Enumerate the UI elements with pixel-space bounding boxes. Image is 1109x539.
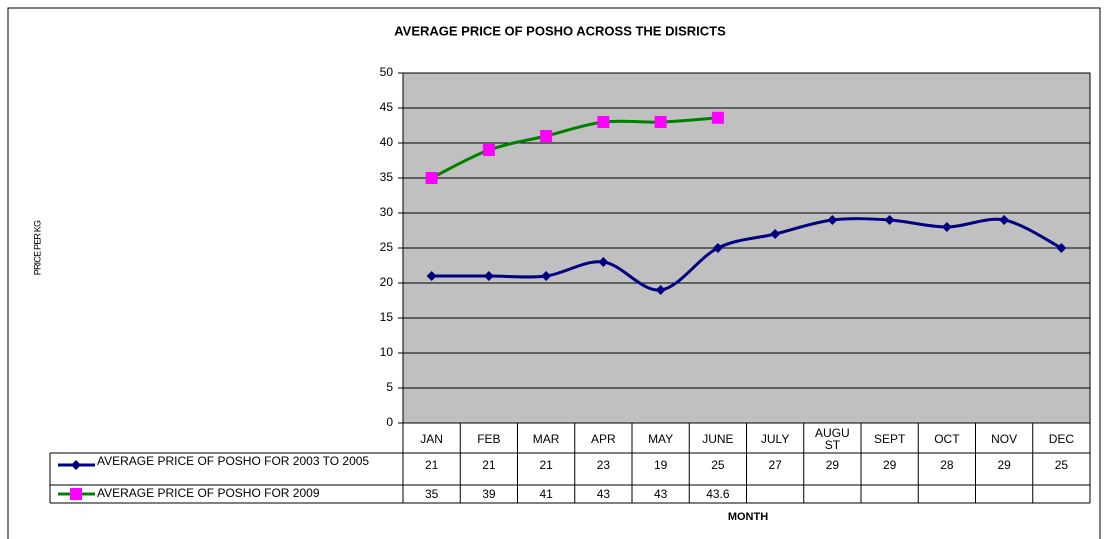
x-tick-label: SEPT xyxy=(873,431,906,446)
y-tick-label: 15 xyxy=(380,310,394,324)
x-tick-label: MAR xyxy=(532,431,560,446)
table-value: 29 xyxy=(997,458,1011,472)
y-tick-label: 20 xyxy=(380,275,394,289)
marker xyxy=(426,271,437,281)
table-value: 23 xyxy=(596,458,611,472)
x-tick-label: APR xyxy=(591,431,616,446)
x-tick-label: FEB xyxy=(477,431,501,446)
table-value: 43 xyxy=(653,487,668,501)
x-tick-label: NOV xyxy=(991,431,1018,446)
marker xyxy=(655,285,666,295)
table-value: 43.6 xyxy=(706,487,730,501)
table-value: 25 xyxy=(711,458,725,472)
table-value: 29 xyxy=(825,458,840,472)
marker xyxy=(770,229,781,239)
y-tick-label: 25 xyxy=(380,240,394,254)
table-value: 29 xyxy=(882,458,897,472)
y-tick-label: 40 xyxy=(380,135,394,149)
marker xyxy=(541,271,552,281)
marker xyxy=(598,257,609,267)
table-value: 39 xyxy=(482,487,496,501)
table-value: 21 xyxy=(482,458,496,472)
x-tick-label: JULY xyxy=(760,431,790,446)
x-axis-label: MONTH xyxy=(728,511,768,523)
y-tick-label: 45 xyxy=(380,100,394,114)
x-tick-label: JUNE xyxy=(702,431,734,446)
marker xyxy=(597,116,610,128)
table-value: 41 xyxy=(539,487,553,501)
marker xyxy=(827,215,838,225)
x-tick-label: DEC xyxy=(1048,431,1075,446)
y-tick-label: 0 xyxy=(386,415,393,429)
marker xyxy=(483,271,494,281)
marker xyxy=(941,222,952,232)
marker xyxy=(70,488,82,500)
marker xyxy=(1056,243,1067,253)
y-tick-label: 35 xyxy=(380,170,394,184)
legend-label: AVERAGE PRICE OF POSHO FOR 2009 xyxy=(97,486,320,500)
y-tick-label: 30 xyxy=(380,205,394,219)
x-tick-label: OCT xyxy=(934,431,960,446)
marker xyxy=(999,215,1010,225)
table-value: 27 xyxy=(768,458,782,472)
table-value: 25 xyxy=(1054,458,1069,472)
table-value: 21 xyxy=(424,458,439,472)
x-tick-label: MAY xyxy=(648,431,674,446)
table-value: 35 xyxy=(424,487,439,501)
marker xyxy=(654,116,667,128)
table-value: 19 xyxy=(653,458,668,472)
marker xyxy=(540,130,553,142)
table-value: 28 xyxy=(940,458,954,472)
y-tick-label: 5 xyxy=(386,380,393,394)
chart-title: AVERAGE PRICE OF POSHO ACROSS THE DISRIC… xyxy=(394,23,726,38)
table-value: 21 xyxy=(539,458,553,472)
marker xyxy=(712,243,723,253)
marker xyxy=(71,460,81,470)
marker xyxy=(482,144,495,156)
marker xyxy=(884,215,895,225)
y-tick-label: 50 xyxy=(380,65,394,79)
marker xyxy=(425,172,438,184)
y-axis-label: PRICE PER KG xyxy=(32,220,42,275)
x-tick-label: JAN xyxy=(420,431,443,446)
legend-label: AVERAGE PRICE OF POSHO FOR 2003 TO 2005 xyxy=(97,454,370,468)
x-tick-label: AUGUST xyxy=(815,425,850,452)
chart-border xyxy=(7,7,1101,539)
table-value: 43 xyxy=(596,487,611,501)
marker xyxy=(711,111,724,124)
y-tick-label: 10 xyxy=(380,345,394,359)
